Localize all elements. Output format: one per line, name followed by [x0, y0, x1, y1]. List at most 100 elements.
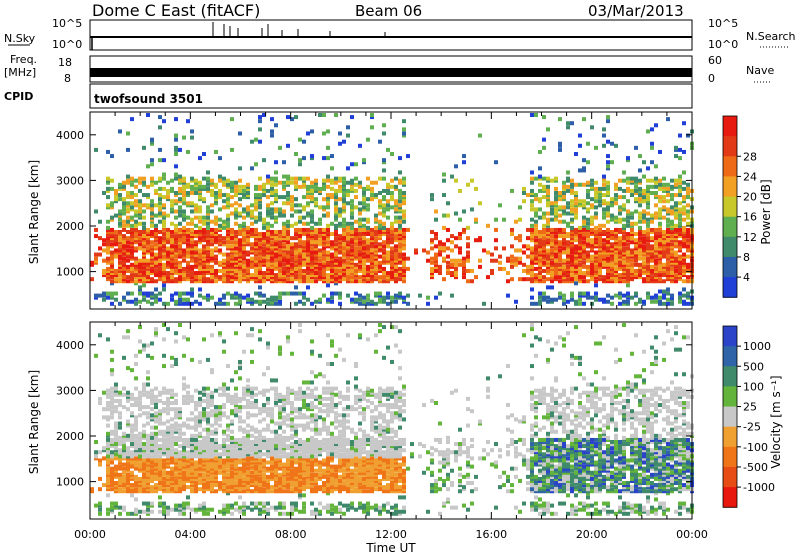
power-cell: [182, 266, 186, 271]
power-cell: [158, 197, 162, 202]
velocity-cell: [158, 509, 162, 514]
power-cell: [338, 291, 342, 296]
power-cell: [558, 264, 562, 269]
power-cell: [270, 295, 274, 300]
power-cell: [170, 242, 174, 247]
power-cell: [134, 221, 138, 226]
power-cell: [574, 268, 578, 273]
power-cell: [174, 209, 178, 214]
power-cell: [618, 301, 622, 306]
power-cell: [270, 275, 274, 280]
power-cell: [270, 232, 274, 237]
power-cell: [666, 268, 670, 273]
power-cell: [158, 242, 162, 247]
power-cell: [606, 115, 610, 120]
velocity-heatmap-cells: [90, 323, 694, 516]
power-cell: [334, 190, 338, 195]
velocity-cell: [150, 444, 154, 449]
power-cell: [206, 271, 210, 276]
power-cell: [342, 180, 346, 185]
power-cell: [570, 227, 574, 232]
power-cell: [170, 244, 174, 249]
velocity-cell: [114, 446, 118, 451]
power-cell: [626, 215, 630, 220]
power-cell: [682, 225, 686, 230]
power-cell: [130, 279, 134, 284]
velocity-cell: [158, 392, 162, 397]
power-cell: [334, 223, 338, 228]
power-cell: [334, 260, 338, 265]
power-cell: [434, 295, 438, 300]
power-cell: [226, 266, 230, 271]
power-cell: [562, 197, 566, 202]
power-cell: [670, 258, 674, 263]
power-cell: [246, 279, 250, 284]
velocity-cell: [134, 400, 138, 405]
velocity-cell: [122, 386, 126, 391]
power-cell: [270, 211, 274, 216]
power-cell: [326, 223, 330, 228]
power-cell: [650, 254, 654, 259]
velocity-cell: [154, 456, 158, 461]
power-cell: [398, 180, 402, 185]
velocity-cell: [118, 450, 122, 455]
power-cell: [646, 279, 650, 284]
power-cell: [402, 180, 406, 185]
power-cell: [570, 229, 574, 234]
power-cell: [566, 178, 570, 183]
velocity-cell: [150, 485, 154, 490]
power-cell: [122, 279, 126, 284]
power-cell: [566, 256, 570, 261]
power-cell: [494, 160, 498, 165]
power-cell: [330, 154, 334, 159]
power-cell: [202, 229, 206, 234]
power-cell: [406, 293, 410, 298]
power-cell: [654, 299, 658, 304]
power-cell: [674, 268, 678, 273]
power-cell: [594, 260, 598, 265]
power-cell: [158, 147, 162, 152]
power-cell: [130, 240, 134, 245]
velocity-cell: [106, 483, 110, 488]
power-cell: [278, 236, 282, 241]
power-cell: [658, 149, 662, 154]
power-cell: [274, 266, 278, 271]
power-cell: [118, 277, 122, 282]
velocity-cell: [174, 398, 178, 403]
velocity-cell: [178, 507, 182, 512]
power-cell: [354, 268, 358, 273]
power-cell: [170, 188, 174, 193]
power-cell: [250, 234, 254, 239]
power-cell: [266, 209, 270, 214]
power-cell: [206, 211, 210, 216]
velocity-cell: [110, 505, 114, 510]
power-cell: [606, 184, 610, 189]
power-cell: [346, 244, 350, 249]
power-cell: [634, 254, 638, 259]
power-cell: [294, 180, 298, 185]
power-cell: [202, 275, 206, 280]
power-cell: [130, 201, 134, 206]
power-cell: [166, 240, 170, 245]
power-cell: [202, 221, 206, 226]
power-cell: [282, 195, 286, 200]
power-cell: [290, 279, 294, 284]
power-cell: [554, 203, 558, 208]
power-cell: [114, 236, 118, 241]
velocity-cell: [166, 505, 170, 510]
power-cell: [226, 268, 230, 273]
power-cell: [678, 273, 682, 278]
power-cell: [598, 273, 602, 278]
power-cell: [190, 234, 194, 239]
power-cell: [562, 229, 566, 234]
velocity-cell: [142, 474, 146, 479]
power-cell: [274, 193, 278, 198]
power-cell: [170, 252, 174, 257]
power-cell: [634, 273, 638, 278]
power-cell: [246, 242, 250, 247]
velocity-cell: [150, 489, 154, 494]
power-cell: [566, 221, 570, 226]
velocity-cell: [118, 448, 122, 453]
power-cell: [202, 258, 206, 263]
power-cell: [662, 199, 666, 204]
